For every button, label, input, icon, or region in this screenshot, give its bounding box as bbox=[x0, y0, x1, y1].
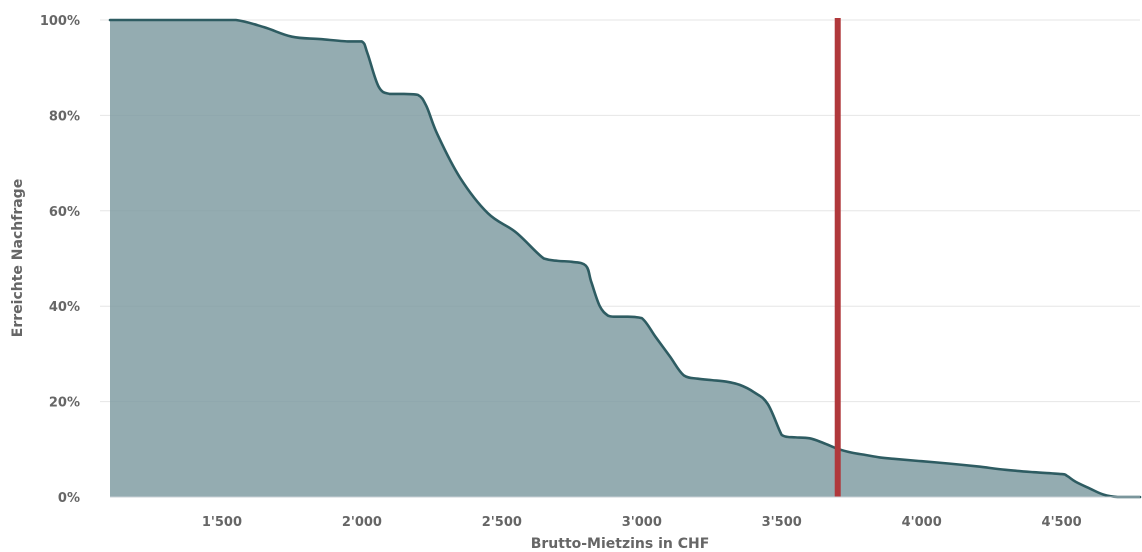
y-tick-label: 60% bbox=[49, 205, 80, 220]
y-tick-label: 40% bbox=[49, 300, 80, 315]
y-tick-label: 100% bbox=[40, 14, 80, 29]
y-axis-title: Erreichte Nachfrage bbox=[10, 179, 26, 337]
x-tick-label: 2'000 bbox=[342, 515, 382, 530]
area-layer bbox=[110, 20, 1140, 497]
demand-area-fill bbox=[110, 20, 1140, 497]
x-tick-label: 4'000 bbox=[902, 515, 942, 530]
x-tick-label: 4'500 bbox=[1042, 515, 1082, 530]
y-tick-label: 80% bbox=[49, 109, 80, 124]
x-tick-label: 2'500 bbox=[482, 515, 522, 530]
x-tick-label: 1'500 bbox=[202, 515, 242, 530]
y-tick-label: 20% bbox=[49, 396, 80, 411]
x-tick-label: 3'000 bbox=[622, 515, 662, 530]
x-axis-title: Brutto-Mietzins in CHF bbox=[531, 536, 710, 552]
y-tick-label: 0% bbox=[58, 491, 80, 506]
x-tick-label: 3'500 bbox=[762, 515, 802, 530]
